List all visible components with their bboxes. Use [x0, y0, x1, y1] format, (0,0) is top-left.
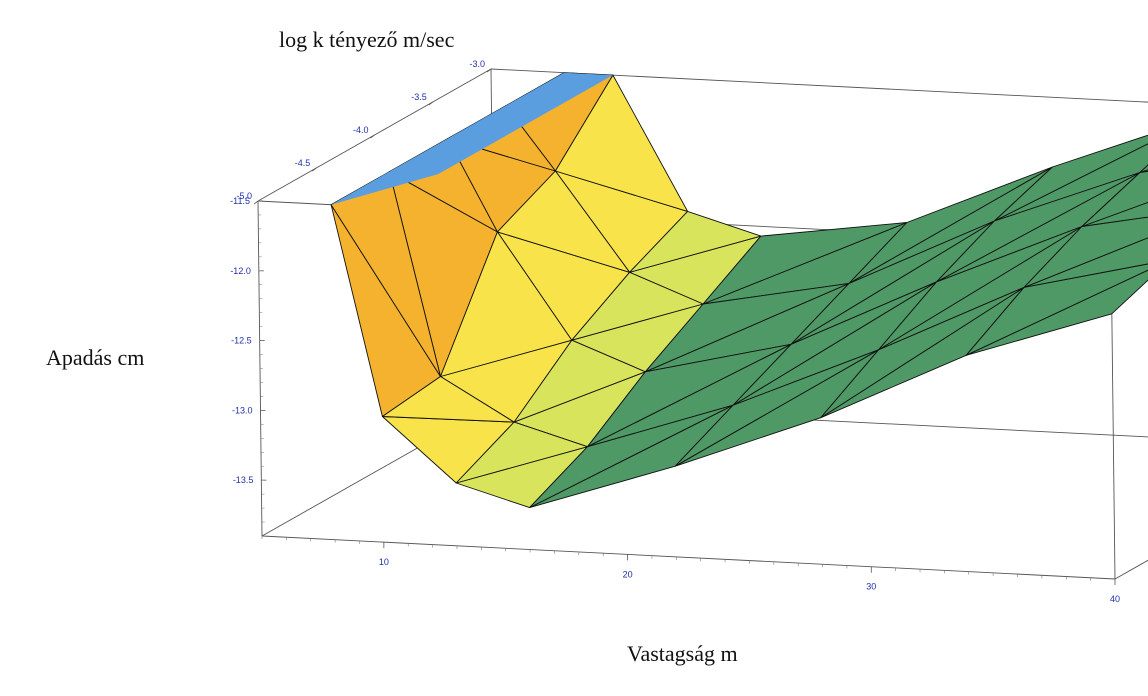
- y-tick-label: -3.0: [469, 59, 485, 69]
- z-axis-label: Apadás cm: [46, 345, 145, 370]
- surface-facet: [790, 220, 995, 345]
- surface-facet: [1023, 216, 1148, 288]
- y-tick-mark: [428, 101, 433, 106]
- y-tick-mark: [312, 167, 317, 172]
- z-tick-label: -12.5: [231, 336, 252, 346]
- box-edge: [261, 535, 1116, 580]
- surface-facet: [629, 210, 762, 273]
- z-tick-label: -11.5: [230, 196, 250, 206]
- surface-facet: [455, 421, 588, 484]
- y-tick-label: -3.5: [411, 92, 427, 102]
- y-tick-label: -5.0: [236, 191, 252, 201]
- surface-facet: [587, 343, 792, 448]
- x-tick-label: 30: [866, 582, 876, 592]
- y-tick-label: -4.5: [295, 158, 311, 168]
- surface-facet: [936, 172, 1141, 283]
- z-tick-label: -12.0: [230, 266, 251, 276]
- clipped-top-patch: [331, 72, 613, 205]
- surface-facet: [820, 286, 1025, 419]
- surface-facet: [440, 231, 573, 377]
- y-tick-label: -4.0: [353, 125, 369, 135]
- surface-facet: [496, 170, 631, 273]
- z-tick-label: -13.0: [232, 405, 253, 415]
- y-axis-label: log k tényező m/sec: [279, 27, 455, 52]
- surface-facet: [674, 349, 880, 467]
- surface-facet: [878, 226, 1083, 351]
- box-edge: [1114, 559, 1148, 580]
- surface-facet: [571, 271, 704, 341]
- surface-facet: [848, 166, 1053, 284]
- x-axis-label: Vastagság m: [627, 641, 738, 666]
- x-tick-label: 40: [1110, 594, 1120, 604]
- surface-facet: [993, 134, 1148, 222]
- surface-facet: [732, 281, 937, 406]
- surface-facet: [381, 376, 515, 423]
- surface-facet: [1081, 170, 1148, 227]
- y-tick-mark: [253, 200, 259, 205]
- surface-facet: [513, 339, 646, 423]
- axis-ticks: 10 20 30 40 -5.0 -4.5 -4.0 -3.5 -3.0 -11.5 -12.0 -1…: [230, 59, 1120, 604]
- x-tick-label: 20: [623, 569, 633, 579]
- surface: [330, 72, 1148, 509]
- surface-facet: [529, 404, 734, 509]
- box-edge: [490, 68, 1148, 103]
- surface-facet: [554, 74, 689, 212]
- surface-facet: [702, 222, 908, 305]
- y-tick-mark: [486, 68, 492, 73]
- surface-facet: [965, 263, 1148, 356]
- z-tick-label: -13.5: [233, 475, 254, 485]
- y-tick-mark: [370, 134, 375, 139]
- x-tick-label: 10: [379, 557, 389, 567]
- surface-facet: [644, 282, 850, 373]
- surface-facet: [1139, 164, 1148, 173]
